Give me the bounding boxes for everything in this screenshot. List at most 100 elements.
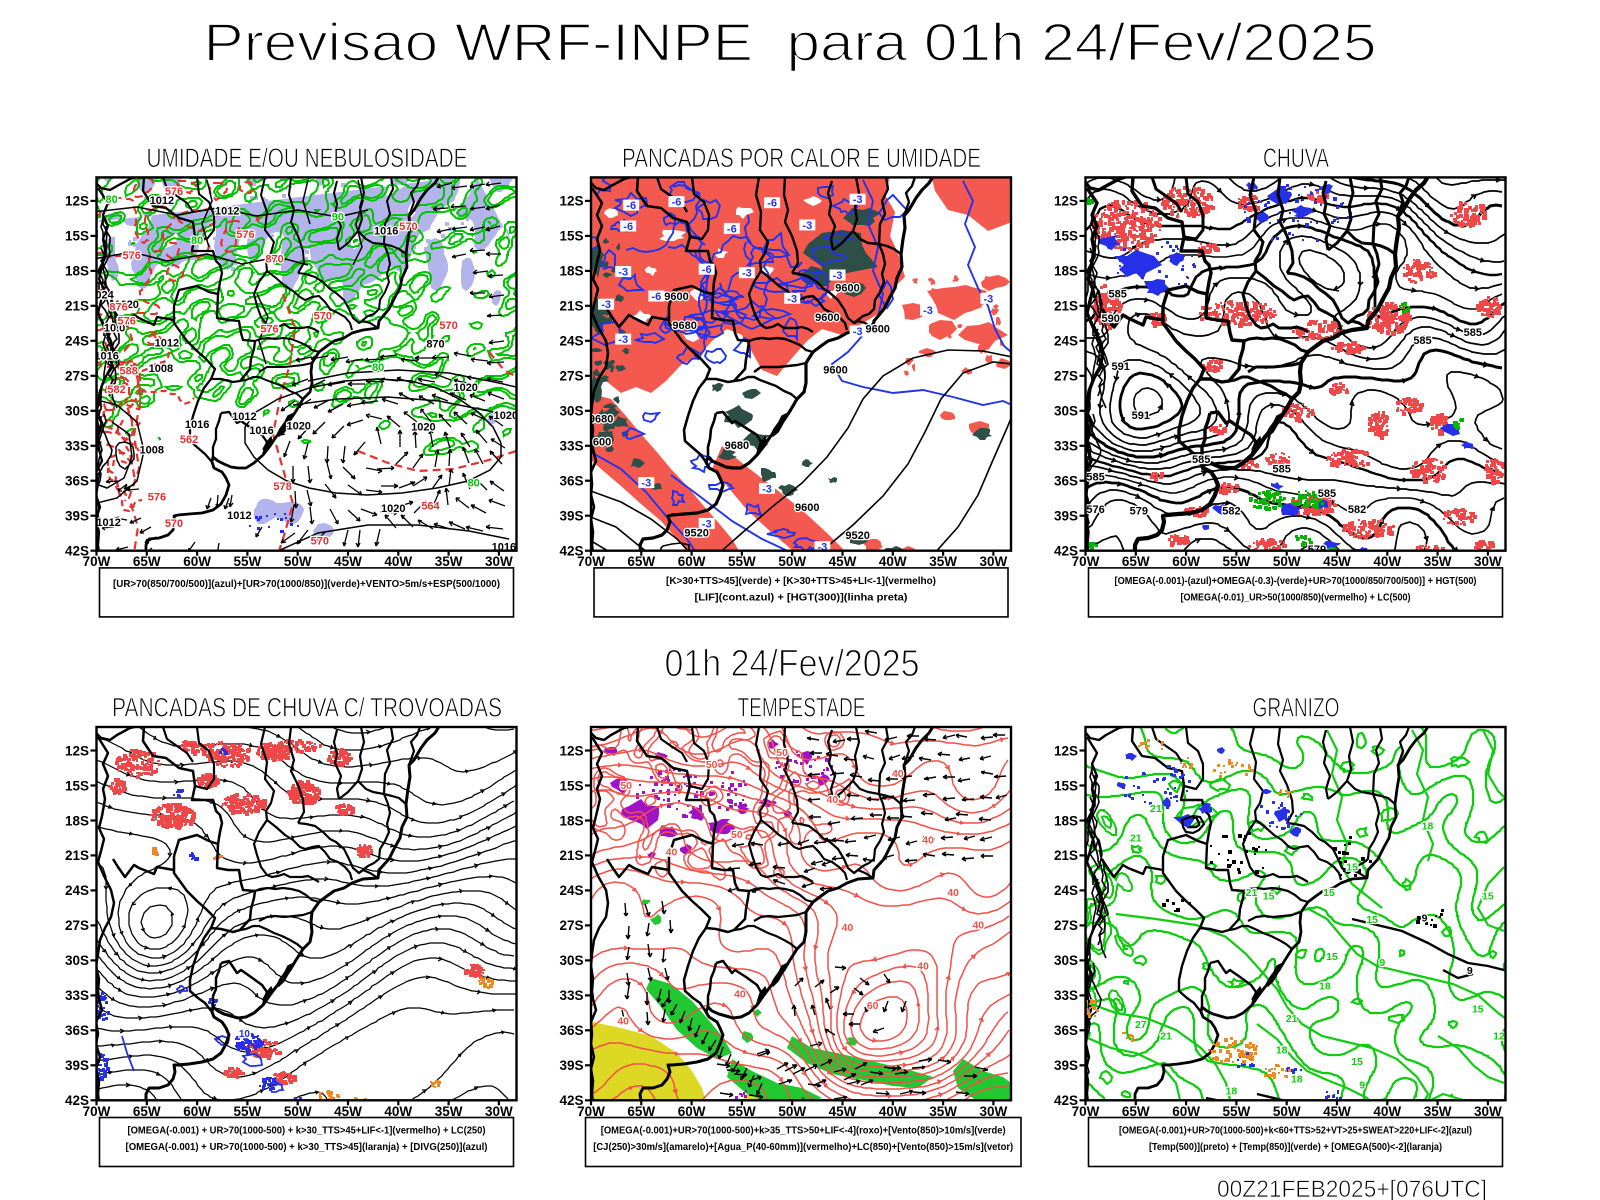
- svg-text:18S: 18S: [559, 813, 583, 828]
- svg-text:36S: 36S: [559, 1023, 583, 1038]
- svg-text:65W: 65W: [133, 1104, 161, 1119]
- svg-text:585: 585: [1109, 289, 1127, 301]
- svg-text:21: 21: [1150, 803, 1162, 815]
- svg-text:15S: 15S: [1054, 229, 1078, 244]
- svg-text:[OMEGA(-0.001)+UR>70(1000-500): [OMEGA(-0.001)+UR>70(1000-500)+k>35_TTS>…: [601, 1126, 1006, 1137]
- svg-text:9600: 9600: [835, 283, 859, 295]
- svg-text:55W: 55W: [234, 1104, 262, 1119]
- svg-text:579: 579: [1130, 505, 1148, 517]
- svg-text:-3: -3: [742, 268, 752, 280]
- svg-text:21: 21: [1286, 1013, 1298, 1025]
- svg-text:30W: 30W: [485, 554, 513, 569]
- svg-text:55W: 55W: [234, 554, 262, 569]
- svg-text:60: 60: [867, 1000, 879, 1012]
- svg-text:1012: 1012: [155, 338, 179, 350]
- svg-text:588: 588: [120, 366, 138, 378]
- svg-text:591: 591: [1132, 410, 1150, 422]
- svg-text:33S: 33S: [559, 439, 583, 454]
- svg-text:570: 570: [311, 536, 329, 548]
- svg-text:39S: 39S: [1054, 1058, 1078, 1073]
- svg-text:21S: 21S: [1054, 848, 1078, 863]
- svg-text:15: 15: [1326, 951, 1338, 963]
- svg-text:45W: 45W: [334, 554, 362, 569]
- svg-text:24S: 24S: [559, 883, 583, 898]
- svg-text:15S: 15S: [65, 229, 89, 244]
- svg-text:-3: -3: [984, 293, 994, 305]
- svg-text:12S: 12S: [559, 194, 583, 209]
- svg-text:1008: 1008: [140, 445, 164, 457]
- svg-text:21S: 21S: [559, 299, 583, 314]
- svg-text:9680: 9680: [725, 440, 749, 452]
- svg-text:15S: 15S: [559, 778, 583, 793]
- svg-text:UMIDADE E/OU NEBULOSIDADE: UMIDADE E/OU NEBULOSIDADE: [147, 143, 468, 173]
- svg-text:1016: 1016: [94, 350, 118, 362]
- svg-text:9600: 9600: [795, 502, 819, 514]
- svg-text:18: 18: [1276, 1045, 1288, 1057]
- svg-text:-6: -6: [727, 223, 737, 235]
- svg-text:562: 562: [180, 434, 198, 446]
- svg-text:27S: 27S: [1054, 369, 1078, 384]
- svg-text:42S: 42S: [65, 544, 89, 559]
- svg-text:9: 9: [1467, 965, 1473, 977]
- svg-text:CHUVA: CHUVA: [1263, 143, 1329, 173]
- svg-text:30S: 30S: [65, 404, 89, 419]
- svg-text:PANCADAS DE CHUVA C/ TROVOADAS: PANCADAS DE CHUVA C/ TROVOADAS: [112, 693, 502, 723]
- svg-text:-3: -3: [618, 334, 628, 346]
- svg-text:80: 80: [468, 477, 480, 489]
- svg-text:50W: 50W: [1273, 554, 1301, 569]
- svg-text:585: 585: [1192, 454, 1210, 466]
- svg-text:39S: 39S: [65, 509, 89, 524]
- svg-text:-3: -3: [618, 267, 628, 279]
- svg-text:-3: -3: [641, 478, 651, 490]
- svg-text:27S: 27S: [559, 918, 583, 933]
- svg-text:12S: 12S: [1054, 743, 1078, 758]
- svg-text:9680: 9680: [672, 320, 696, 332]
- svg-text:600: 600: [593, 437, 611, 449]
- svg-text:[OMEGA(-0.001)-(azul)+OMEGA(-0: [OMEGA(-0.001)-(azul)+OMEGA(-0.3)-(verde…: [1115, 576, 1477, 587]
- svg-text:576: 576: [1086, 504, 1104, 516]
- svg-text:591: 591: [1112, 361, 1130, 373]
- svg-text:1012: 1012: [150, 195, 174, 207]
- svg-text:1020: 1020: [286, 420, 310, 432]
- svg-text:15: 15: [1472, 1004, 1484, 1016]
- svg-text:40: 40: [892, 768, 904, 780]
- svg-text:564: 564: [421, 501, 440, 513]
- svg-text:18: 18: [1319, 980, 1331, 992]
- svg-text:-6: -6: [672, 197, 682, 209]
- svg-text:1020: 1020: [114, 299, 138, 311]
- svg-text:80: 80: [191, 235, 203, 247]
- svg-text:60W: 60W: [678, 554, 706, 569]
- svg-text:GRANIZO: GRANIZO: [1253, 693, 1340, 723]
- svg-text:1020: 1020: [453, 382, 477, 394]
- svg-text:1012: 1012: [96, 517, 120, 529]
- svg-text:40: 40: [734, 989, 746, 1001]
- svg-text:9680: 9680: [589, 413, 613, 425]
- svg-text:12S: 12S: [1054, 194, 1078, 209]
- svg-text:18: 18: [1422, 821, 1434, 833]
- svg-text:36S: 36S: [1054, 1023, 1078, 1038]
- svg-text:582: 582: [1348, 504, 1366, 516]
- svg-text:15: 15: [1263, 891, 1275, 903]
- svg-text:9: 9: [1359, 1080, 1365, 1092]
- svg-text:01h 24/Fev/2025: 01h 24/Fev/2025: [665, 643, 920, 685]
- svg-text:70W: 70W: [577, 554, 605, 569]
- svg-text:1016: 1016: [374, 226, 398, 238]
- svg-text:1020: 1020: [411, 421, 435, 433]
- svg-text:21: 21: [1246, 887, 1258, 899]
- svg-text:18S: 18S: [559, 264, 583, 279]
- svg-text:12S: 12S: [559, 743, 583, 758]
- svg-text:30S: 30S: [1054, 953, 1078, 968]
- svg-text:40: 40: [617, 1015, 629, 1027]
- svg-text:15: 15: [1351, 1056, 1363, 1068]
- svg-text:[CJ(250)>30m/s](amarelo)+[Agua: [CJ(250)>30m/s](amarelo)+[Agua_P(40-60mm…: [593, 1142, 1013, 1153]
- svg-text:-3: -3: [853, 326, 863, 338]
- svg-text:[OMEGA(-0.001) + UR>70(1000-50: [OMEGA(-0.001) + UR>70(1000-500) + k>30_…: [126, 1142, 488, 1153]
- svg-text:Previsao WRF-INPE para 01h 24: Previsao WRF-INPE para 01h 24/Fev/2025: [204, 14, 1377, 73]
- svg-text:9: 9: [1379, 957, 1385, 969]
- svg-text:90: 90: [332, 212, 344, 224]
- svg-text:50: 50: [706, 759, 718, 771]
- svg-text:1008: 1008: [149, 363, 173, 375]
- svg-text:[UR>70(850/700/500)](azul)+[UR: [UR>70(850/700/500)](azul)+[UR>70(1000/8…: [113, 579, 500, 590]
- svg-text:24S: 24S: [65, 334, 89, 349]
- svg-text:24S: 24S: [1054, 334, 1078, 349]
